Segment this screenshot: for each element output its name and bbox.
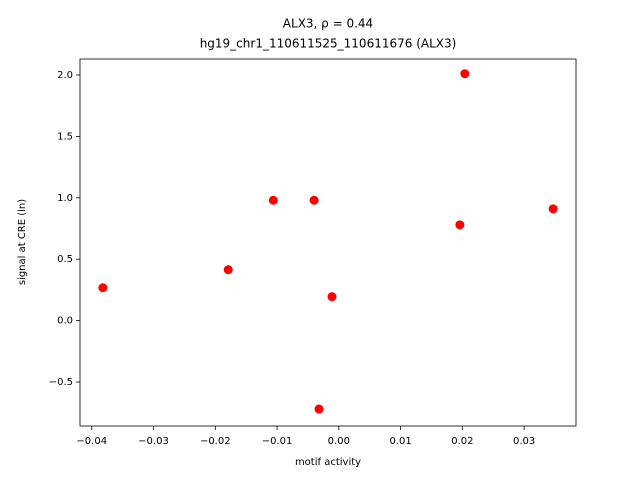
point bbox=[223, 265, 233, 275]
y-tick-label: 0.0 bbox=[57, 316, 73, 327]
point bbox=[309, 195, 319, 205]
plot-frame bbox=[79, 58, 577, 427]
x-tick-label: −0.01 bbox=[262, 436, 293, 447]
x-axis-label: motif activity bbox=[295, 457, 361, 468]
x-tick-label: −0.03 bbox=[138, 436, 169, 447]
x-tick-label: 0.00 bbox=[328, 436, 350, 447]
point bbox=[460, 69, 470, 79]
chart-subtitle: hg19_chr1_110611525_110611676 (ALX3) bbox=[200, 37, 457, 51]
y-tick-label: 0.5 bbox=[57, 254, 73, 265]
y-tick-label: 1.5 bbox=[57, 131, 73, 142]
point bbox=[327, 292, 337, 302]
point bbox=[548, 204, 558, 214]
x-tick-label: 0.03 bbox=[513, 436, 535, 447]
point bbox=[268, 195, 278, 205]
x-tick-label: 0.01 bbox=[389, 436, 411, 447]
point bbox=[314, 404, 324, 414]
point bbox=[455, 220, 465, 230]
x-tick-label: −0.02 bbox=[200, 436, 231, 447]
y-tick-label: 1.0 bbox=[57, 193, 73, 204]
y-tick-label: 2.0 bbox=[57, 70, 73, 81]
y-tick-label: −0.5 bbox=[49, 377, 73, 388]
y-axis-label: signal at CRE (ln) bbox=[17, 199, 28, 285]
x-tick-label: 0.02 bbox=[451, 436, 473, 447]
chart-title: ALX3, ρ = 0.44 bbox=[283, 17, 373, 31]
point bbox=[98, 283, 108, 293]
x-tick-label: −0.04 bbox=[76, 436, 107, 447]
